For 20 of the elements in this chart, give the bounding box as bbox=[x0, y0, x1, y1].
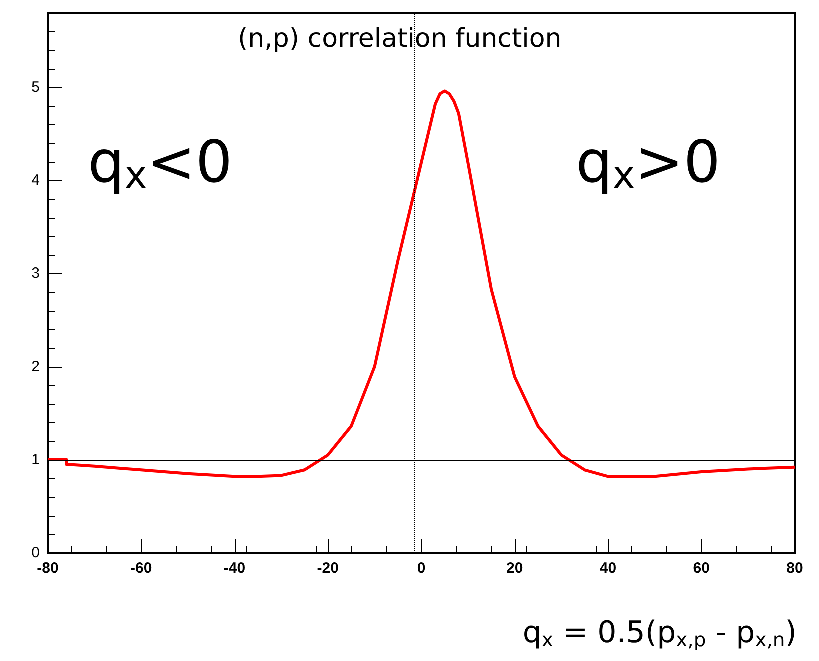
y-tick-label: 2 bbox=[32, 358, 40, 376]
x-axis-title: qx = 0.5(px,p - px,n) bbox=[522, 616, 798, 652]
x-tick-label: 60 bbox=[693, 560, 710, 577]
x-tick-label: -80 bbox=[37, 560, 59, 577]
text: (n,p) correlation function bbox=[238, 24, 562, 54]
y-tick-label: 5 bbox=[32, 78, 40, 96]
annotation: qx>0 bbox=[576, 128, 721, 198]
x-tick-label: -40 bbox=[224, 560, 246, 577]
x-tick-label: 80 bbox=[786, 560, 804, 577]
y-tick-label: 0 bbox=[32, 544, 40, 562]
x-tick-label: 0 bbox=[417, 560, 426, 577]
x-tick-label: -20 bbox=[317, 560, 339, 577]
line-series bbox=[46, 90, 796, 478]
y-tick-label: 3 bbox=[32, 265, 40, 282]
x-tick-label: -60 bbox=[130, 560, 152, 577]
annotation: qx<0 bbox=[88, 128, 233, 198]
x-tick-label: 40 bbox=[600, 560, 617, 577]
y-tick-label: 1 bbox=[32, 451, 40, 468]
x-tick-label: 20 bbox=[506, 560, 524, 577]
y-tick-label: 4 bbox=[32, 172, 40, 190]
